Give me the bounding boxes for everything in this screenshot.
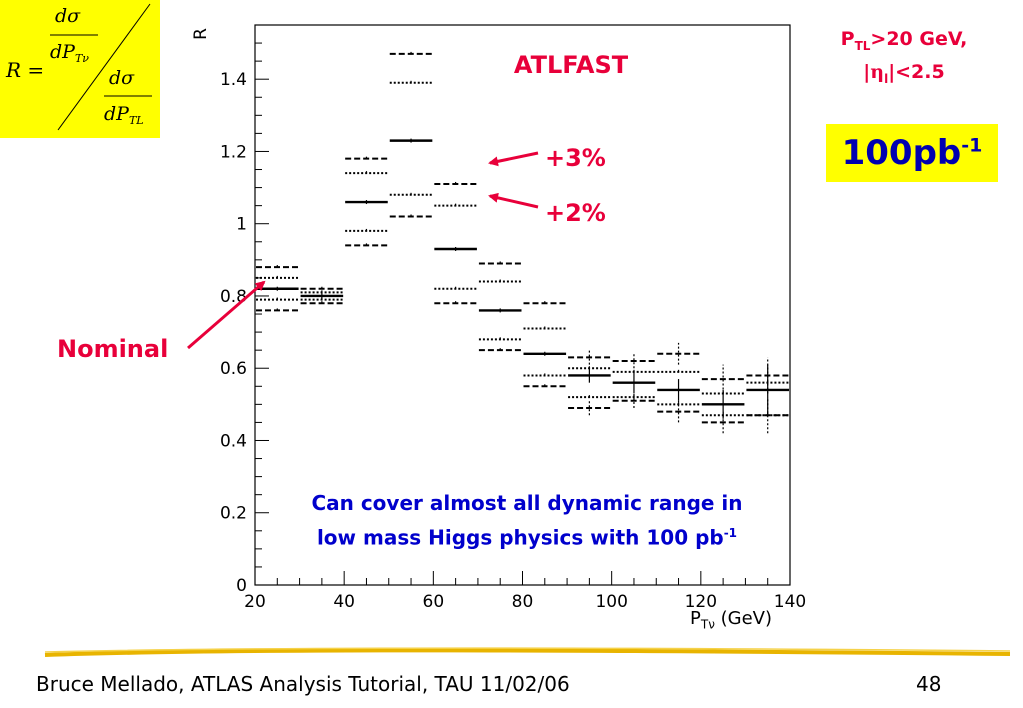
plus3-arrow	[488, 151, 539, 167]
formula-numerator-denominator: dPTν	[50, 41, 89, 65]
x-tick-label: 140	[774, 592, 806, 612]
series-2	[256, 80, 789, 396]
x-tick-label: 60	[423, 592, 445, 612]
formula-numerator: dσ	[55, 5, 81, 27]
ratio-formula-drawing: R = dσ dPTν dσ dPTL	[5, 3, 152, 131]
series-3	[256, 214, 789, 434]
x-axis-label: PTν (GeV)	[690, 608, 773, 632]
luminosity-badge: 100pb-1	[826, 124, 998, 182]
x-tick-label: 40	[333, 592, 355, 612]
y-tick-label: 0.6	[220, 359, 247, 379]
divider-line	[44, 648, 1011, 657]
page-number: 48	[916, 672, 942, 696]
y-tick-label: 0	[236, 576, 247, 596]
luminosity-text: 100pb-1	[841, 133, 983, 173]
series-layer	[256, 51, 789, 434]
x-tick-label: 120	[685, 592, 717, 612]
footer-credit: Bruce Mellado, ATLAS Analysis Tutorial, …	[36, 672, 570, 696]
divider-line-highlight	[44, 647, 1011, 653]
selection-cuts: PTL>20 GeV, |ηl|<2.5	[806, 26, 1002, 92]
formula-lhs: R =	[5, 58, 44, 82]
cut-eta: |ηl|<2.5	[863, 60, 945, 86]
plus2-label: +2%	[545, 199, 606, 227]
series-2	[256, 192, 789, 418]
y-tick-label: 1.2	[220, 142, 247, 162]
y-tick-label: 1	[236, 215, 247, 235]
cut-pt: PTL>20 GeV,	[840, 28, 968, 53]
y-tick-label: 0.2	[220, 504, 247, 524]
series-3	[256, 51, 789, 394]
plus2-arrow	[488, 192, 539, 209]
formula-denominator-denominator: dPTL	[104, 103, 144, 127]
nominal-arrow	[187, 280, 266, 350]
callout-line-1: Can cover almost all dynamic range in	[311, 491, 743, 515]
generator-label: ATLFAST	[514, 51, 629, 79]
formula-slash	[57, 3, 151, 131]
y-tick-label: 0.8	[220, 287, 247, 307]
x-tick-label: 100	[595, 592, 627, 612]
ratio-formula: R = dσ dPTν dσ dPTL	[0, 0, 160, 138]
x-tick-label: 20	[244, 592, 266, 612]
x-tick-label: 80	[512, 592, 534, 612]
y-axis-label: R	[191, 28, 211, 40]
y-tick-label: 1.4	[220, 70, 247, 90]
nominal-label: Nominal	[57, 335, 168, 363]
formula-denominator: dσ	[109, 67, 135, 89]
callout-line-2: low mass Higgs physics with 100 pb-1	[316, 525, 738, 550]
series-nominal	[256, 138, 789, 419]
plus3-label: +3%	[545, 144, 606, 172]
y-tick-label: 0.4	[220, 431, 247, 451]
callout-text: Can cover almost all dynamic range in lo…	[262, 488, 792, 553]
